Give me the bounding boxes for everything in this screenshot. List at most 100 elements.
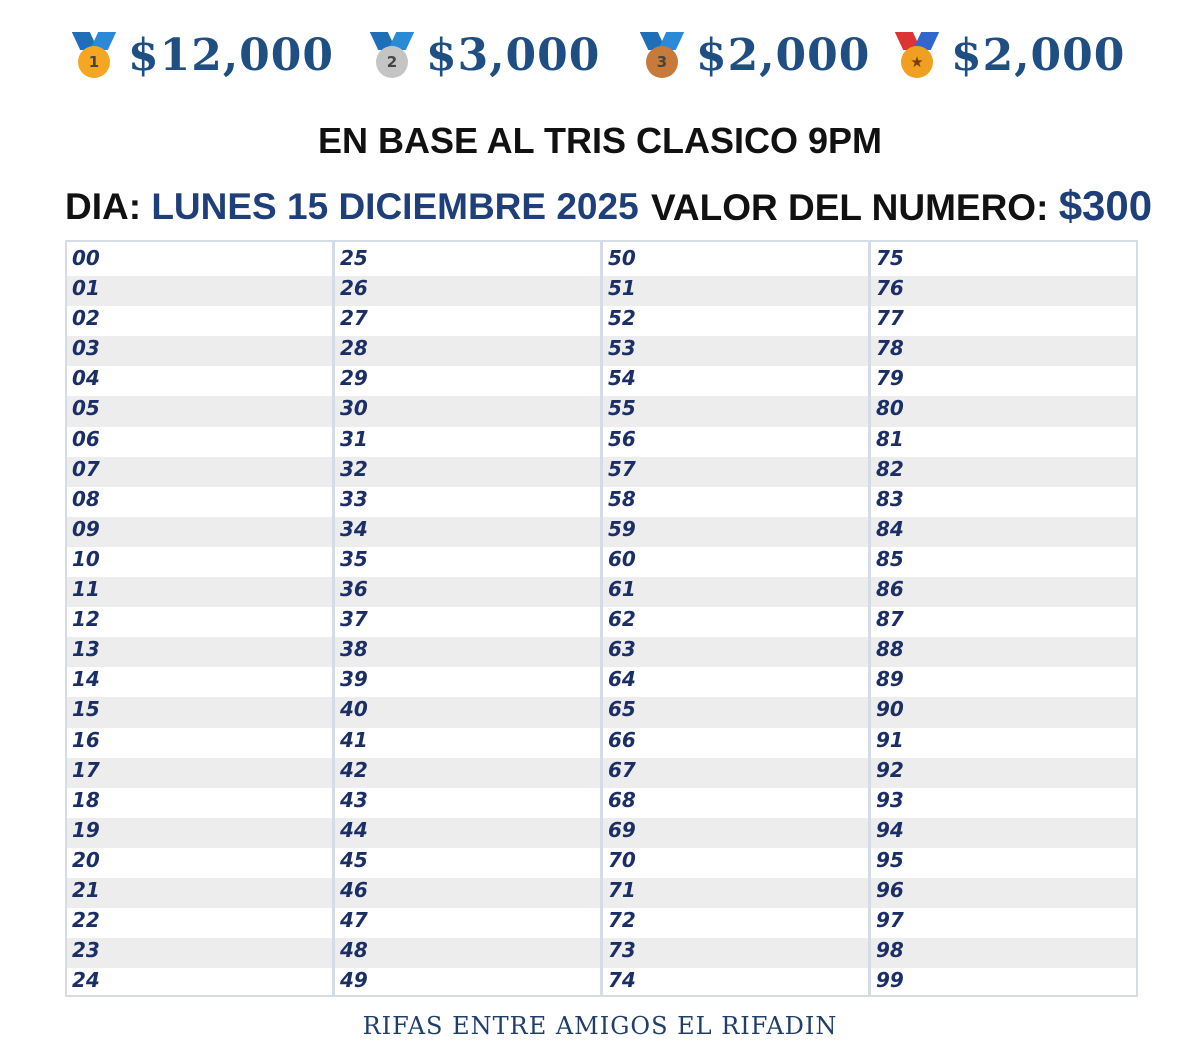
number-cell[interactable]: 90 [871, 697, 1136, 728]
number-cell[interactable]: 31 [340, 426, 368, 451]
number-cell[interactable]: 94 [871, 817, 1136, 848]
number-cell[interactable]: 60 [608, 546, 636, 571]
number-cell[interactable]: 27 [340, 306, 368, 331]
number-cell[interactable]: 17 [67, 757, 332, 788]
number-cell[interactable]: 64 [608, 667, 636, 692]
number-cell[interactable]: 54 [608, 366, 636, 391]
number-cell[interactable]: 71 [603, 877, 868, 909]
number-cell[interactable]: 35 [340, 546, 368, 571]
number-cell[interactable]: 41 [340, 727, 368, 752]
number-cell[interactable]: 10 [72, 546, 100, 571]
number-cell[interactable]: 34 [335, 516, 600, 547]
number-cell[interactable]: 88 [871, 637, 1136, 668]
number-cell[interactable]: 26 [335, 276, 600, 307]
number-cell[interactable]: 98 [871, 938, 1136, 969]
number-cell[interactable]: 52 [608, 306, 636, 331]
number-cell[interactable]: 30 [335, 396, 600, 427]
number-cell[interactable]: 76 [871, 276, 1136, 307]
number-cell[interactable]: 08 [72, 486, 100, 511]
number-cell[interactable]: 28 [335, 336, 600, 367]
number-cell[interactable]: 73 [603, 938, 868, 969]
number-cell[interactable]: 01 [67, 276, 332, 307]
number-cell[interactable]: 89 [876, 667, 904, 692]
number-cell[interactable]: 02 [72, 306, 100, 331]
number-cell[interactable]: 96 [871, 877, 1136, 909]
number-cell[interactable]: 06 [72, 426, 100, 451]
number-cell[interactable]: 65 [603, 697, 868, 728]
number-cell[interactable]: 80 [871, 396, 1136, 427]
number-cell[interactable]: 38 [335, 637, 600, 668]
number-cell[interactable]: 84 [871, 516, 1136, 547]
number-cell[interactable]: 16 [72, 727, 100, 752]
number-cell[interactable]: 99 [876, 968, 904, 993]
number-cell[interactable]: 56 [608, 426, 636, 451]
number-cell[interactable]: 15 [67, 697, 332, 728]
number-cell[interactable]: 12 [72, 607, 100, 632]
number-cell[interactable]: 62 [608, 607, 636, 632]
number-cell[interactable]: 20 [72, 847, 100, 872]
number-cell[interactable]: 43 [340, 787, 368, 812]
number-cell[interactable]: 63 [603, 637, 868, 668]
number-cell[interactable]: 66 [608, 727, 636, 752]
number-cell[interactable]: 58 [608, 486, 636, 511]
number-cell[interactable]: 18 [72, 787, 100, 812]
number-cell[interactable]: 53 [603, 336, 868, 367]
number-cell[interactable]: 75 [876, 246, 904, 270]
number-cell[interactable]: 74 [608, 968, 636, 993]
number-cell[interactable]: 49 [340, 968, 368, 993]
number-cell[interactable]: 05 [67, 396, 332, 427]
number-cell[interactable]: 04 [72, 366, 100, 391]
number-cell[interactable]: 59 [603, 516, 868, 547]
number-cell[interactable]: 45 [340, 847, 368, 872]
number-cell[interactable]: 79 [876, 366, 904, 391]
number-cell[interactable]: 69 [603, 817, 868, 848]
number-cell[interactable]: 33 [340, 486, 368, 511]
number-cell[interactable]: 42 [335, 757, 600, 788]
number-cell[interactable]: 32 [335, 456, 600, 487]
number-cell[interactable]: 21 [67, 877, 332, 909]
number-cell[interactable]: 19 [67, 817, 332, 848]
number-cell[interactable]: 81 [876, 426, 904, 451]
number-cell[interactable]: 67 [603, 757, 868, 788]
number-cell[interactable]: 55 [603, 396, 868, 427]
number-cell[interactable]: 85 [876, 546, 904, 571]
number-cell[interactable]: 87 [876, 607, 904, 632]
number-cell[interactable]: 13 [67, 637, 332, 668]
number-cell[interactable]: 22 [72, 908, 100, 933]
number-cell[interactable]: 44 [335, 817, 600, 848]
number-cell[interactable]: 68 [608, 787, 636, 812]
number-cell[interactable]: 93 [876, 787, 904, 812]
number-cell[interactable]: 77 [876, 306, 904, 331]
number-cell[interactable]: 36 [335, 577, 600, 608]
number-cell[interactable]: 78 [871, 336, 1136, 367]
number-cell[interactable]: 25 [340, 246, 368, 270]
number-cell[interactable]: 72 [608, 908, 636, 933]
number-cell[interactable]: 86 [871, 577, 1136, 608]
number-cell[interactable]: 23 [67, 938, 332, 969]
number-cell[interactable]: 24 [72, 968, 100, 993]
number-cell[interactable]: 95 [876, 847, 904, 872]
number-cell[interactable]: 00 [72, 246, 100, 270]
number-cell[interactable]: 40 [335, 697, 600, 728]
number-cell[interactable]: 61 [603, 577, 868, 608]
number-cell[interactable]: 83 [876, 486, 904, 511]
number-cell[interactable]: 97 [876, 908, 904, 933]
number-cell[interactable]: 37 [340, 607, 368, 632]
number-cell[interactable]: 03 [67, 336, 332, 367]
number-cell[interactable]: 91 [876, 727, 904, 752]
number-cell[interactable]: 50 [608, 246, 636, 270]
number-cell[interactable]: 48 [335, 938, 600, 969]
number-cell[interactable]: 82 [871, 456, 1136, 487]
number-cell[interactable]: 46 [335, 877, 600, 909]
number-cell[interactable]: 29 [340, 366, 368, 391]
number-cell[interactable]: 51 [603, 276, 868, 307]
number-cell[interactable]: 09 [67, 516, 332, 547]
number-cell[interactable]: 70 [608, 847, 636, 872]
number-cell[interactable]: 07 [67, 456, 332, 487]
number-cell[interactable]: 11 [67, 577, 332, 608]
number-cell[interactable]: 39 [340, 667, 368, 692]
number-cell[interactable]: 92 [871, 757, 1136, 788]
number-cell[interactable]: 57 [603, 456, 868, 487]
number-cell[interactable]: 47 [340, 908, 368, 933]
number-cell[interactable]: 14 [72, 667, 100, 692]
